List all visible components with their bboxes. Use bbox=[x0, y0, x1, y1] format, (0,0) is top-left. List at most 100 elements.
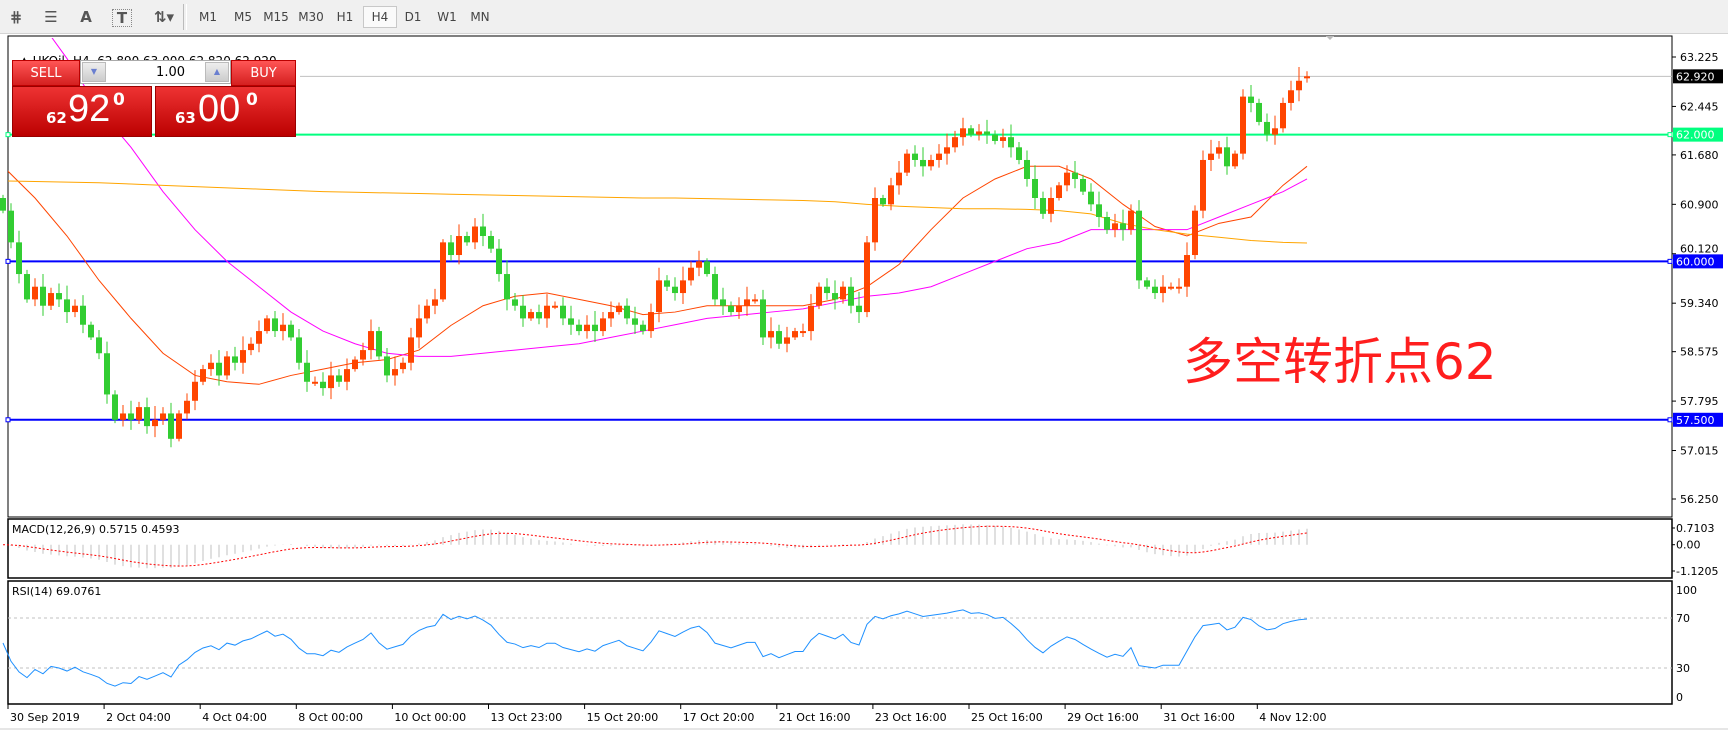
timeframe-m5[interactable]: M5 bbox=[234, 10, 252, 24]
candle bbox=[0, 194, 6, 214]
candle-body bbox=[1000, 137, 1006, 141]
timeframe-h4[interactable]: H4 bbox=[363, 6, 397, 28]
toolbar-separator bbox=[183, 4, 187, 30]
candle bbox=[776, 324, 782, 349]
arrows-icon[interactable]: ⇅▾ bbox=[153, 8, 175, 26]
candle-body bbox=[616, 305, 622, 313]
candle-body bbox=[232, 356, 238, 363]
candle-body bbox=[888, 185, 894, 205]
buy-button[interactable]: BUY bbox=[231, 60, 296, 86]
candle bbox=[104, 341, 110, 404]
candle bbox=[1144, 277, 1150, 290]
sell-price-prefix: 62 bbox=[46, 109, 67, 127]
candle bbox=[336, 369, 342, 387]
candle bbox=[1080, 174, 1086, 196]
timeframe-m30[interactable]: M30 bbox=[298, 10, 324, 24]
time-tick-label: 25 Oct 16:00 bbox=[971, 711, 1043, 724]
candle-body bbox=[1080, 178, 1086, 192]
price-tick-label: 57.795 bbox=[1680, 395, 1719, 408]
candle bbox=[32, 278, 38, 307]
timeframe-m1[interactable]: M1 bbox=[199, 10, 217, 24]
timeframe-d1[interactable]: D1 bbox=[404, 10, 422, 24]
candle bbox=[432, 288, 438, 315]
candle-body bbox=[1152, 286, 1158, 294]
timeframe-w1[interactable]: W1 bbox=[437, 10, 457, 24]
sell-price[interactable]: 62 92 0 bbox=[12, 86, 152, 137]
sell-button[interactable]: SELL bbox=[12, 60, 80, 86]
candle bbox=[1192, 205, 1198, 260]
candle-body bbox=[920, 159, 926, 167]
candle bbox=[1136, 200, 1142, 289]
candle-body bbox=[760, 299, 766, 338]
candle-body bbox=[600, 318, 606, 332]
time-tick-label: 13 Oct 23:00 bbox=[491, 711, 563, 724]
timeframe-mn[interactable]: MN bbox=[470, 10, 490, 24]
candle-body bbox=[1160, 286, 1166, 294]
candle bbox=[832, 280, 838, 310]
candle bbox=[552, 301, 558, 310]
candle-body bbox=[480, 226, 486, 237]
price-tick-label: 61.680 bbox=[1680, 149, 1719, 162]
candle-body bbox=[1208, 153, 1214, 160]
candle bbox=[272, 311, 278, 337]
candle-body bbox=[208, 362, 214, 370]
candle bbox=[920, 147, 926, 177]
timeframe-m15[interactable]: M15 bbox=[263, 10, 289, 24]
time-tick-label: 15 Oct 20:00 bbox=[587, 711, 659, 724]
candle-body bbox=[1272, 128, 1278, 135]
buy-price[interactable]: 63 00 0 bbox=[155, 86, 296, 137]
candle bbox=[288, 320, 294, 341]
candle bbox=[368, 319, 374, 360]
candle-body bbox=[1192, 210, 1198, 256]
candle-body bbox=[560, 305, 566, 319]
fibonacci-icon[interactable]: ☰ bbox=[44, 8, 58, 26]
candle bbox=[944, 133, 950, 165]
price-tick-label: 60.120 bbox=[1680, 242, 1719, 255]
volume-increase-icon[interactable]: ▲ bbox=[205, 62, 229, 82]
candle-body bbox=[288, 324, 294, 338]
candle-body bbox=[640, 324, 646, 332]
candle bbox=[808, 294, 814, 341]
candle-body bbox=[1176, 286, 1182, 289]
time-tick-label: 30 Sep 2019 bbox=[10, 711, 80, 724]
candle-body bbox=[1296, 80, 1302, 91]
volume-input[interactable] bbox=[107, 62, 187, 82]
candle bbox=[216, 350, 222, 386]
candle-body bbox=[272, 318, 278, 332]
price-tick-label: 63.225 bbox=[1680, 51, 1719, 64]
candle bbox=[1184, 242, 1190, 297]
candle-body bbox=[1256, 102, 1262, 122]
candle bbox=[656, 267, 662, 323]
candle-body bbox=[1128, 210, 1134, 230]
candle-body bbox=[1064, 172, 1070, 186]
candle bbox=[144, 397, 150, 434]
candle bbox=[328, 361, 334, 400]
candle-body bbox=[624, 305, 630, 319]
candle bbox=[1024, 150, 1030, 187]
candle bbox=[816, 282, 822, 310]
candle bbox=[352, 356, 358, 372]
volume-decrease-icon[interactable]: ▼ bbox=[82, 62, 106, 82]
level-price-label: 62.000 bbox=[1676, 129, 1715, 142]
candle-body bbox=[904, 153, 910, 173]
candle-body bbox=[632, 318, 638, 325]
candle bbox=[968, 125, 974, 138]
candle bbox=[280, 313, 286, 341]
time-tick-label: 10 Oct 00:00 bbox=[394, 711, 466, 724]
elliott-wave-icon[interactable]: ⋕ bbox=[9, 8, 23, 26]
candle-body bbox=[64, 299, 70, 313]
candle-body bbox=[456, 236, 462, 256]
candle bbox=[664, 275, 670, 291]
candle bbox=[688, 261, 694, 286]
candle-body bbox=[1136, 210, 1142, 281]
text-icon[interactable]: A bbox=[80, 8, 92, 26]
text-label-icon[interactable]: T bbox=[112, 9, 132, 27]
candle bbox=[408, 327, 414, 371]
current-price-label: 62.920 bbox=[1676, 70, 1715, 83]
rsi-tick-label: 70 bbox=[1676, 612, 1690, 625]
candle bbox=[400, 357, 406, 374]
timeframe-h1[interactable]: H1 bbox=[336, 10, 354, 24]
candle bbox=[672, 277, 678, 301]
candle bbox=[208, 354, 214, 376]
